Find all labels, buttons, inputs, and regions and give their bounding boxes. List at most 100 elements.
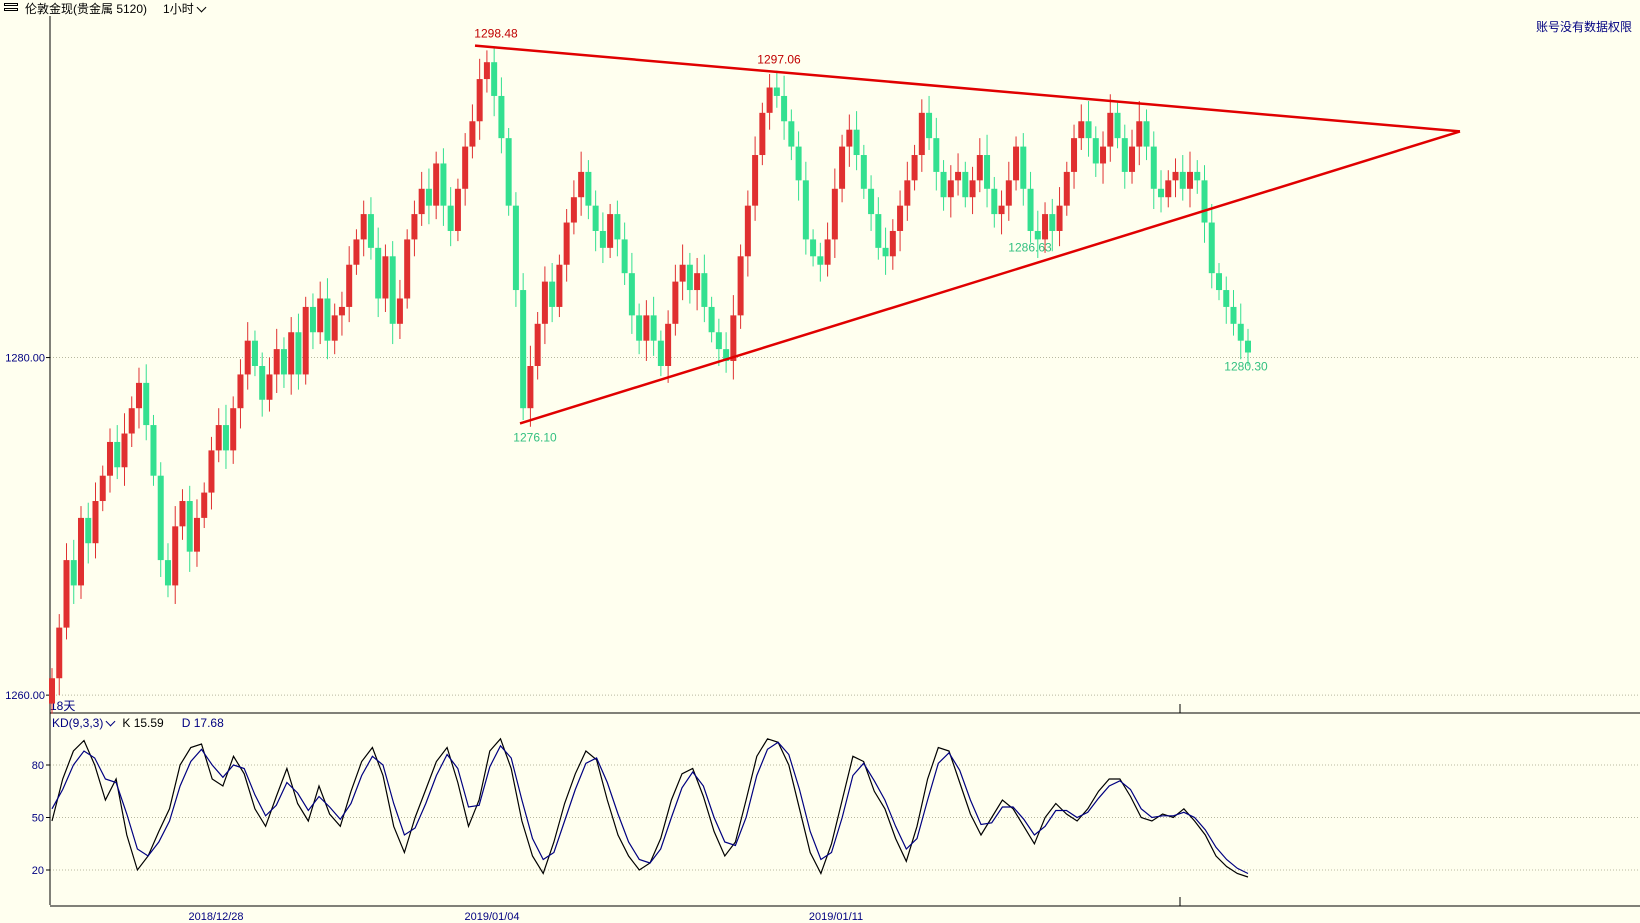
candle-body (889, 230, 896, 257)
candle-body (491, 62, 498, 96)
candle-body (1100, 146, 1107, 164)
candle-body (244, 340, 251, 375)
candle-body (1208, 222, 1215, 274)
candle-body (810, 239, 817, 257)
candle-body (650, 315, 657, 341)
instrument-name: 伦敦金现(贵金属 5120) (25, 1, 148, 16)
kd-tick-label: 80 (32, 760, 44, 772)
candle-body (1020, 146, 1027, 189)
candle-body (251, 340, 258, 366)
candle-body (512, 205, 519, 291)
candle-body (1107, 112, 1114, 147)
candle-body (781, 95, 788, 122)
menu-icon[interactable] (4, 3, 20, 13)
candle-body (63, 560, 70, 628)
candle-body (570, 197, 577, 223)
candle-body (259, 366, 266, 400)
candle-body (1063, 171, 1070, 206)
candle-body (462, 146, 469, 189)
candle-body (433, 163, 440, 206)
candle-body (128, 408, 135, 434)
candle-body (1078, 121, 1085, 139)
x-tick-label: 2018/12/28 (188, 911, 243, 923)
candle-body (868, 188, 875, 215)
period-label: 1小时 (163, 1, 194, 16)
candle-body (578, 171, 585, 198)
candle-body (933, 138, 940, 172)
candle-body (737, 256, 744, 316)
kd-lines (51, 737, 1249, 878)
candle-body (643, 315, 650, 341)
candle-body (1143, 121, 1150, 147)
candle-body (273, 349, 280, 375)
candle-body (520, 290, 527, 409)
candle-body (636, 315, 643, 341)
candle-body (396, 298, 403, 324)
candle-body (657, 340, 664, 366)
candle-body (302, 306, 309, 375)
candle-body (1237, 323, 1244, 341)
candle-body (106, 441, 113, 476)
candle-body (389, 256, 396, 324)
price-annotation: 1286.63 (1008, 241, 1052, 255)
lower-trendline (519, 130, 1461, 425)
candle-body (875, 214, 882, 248)
candle-body (752, 155, 759, 206)
candle-body (795, 146, 802, 181)
axes: 1280.00 1260.00 80 50 20 2018/12/28 2019/01/04… (5, 16, 1640, 923)
price-tick-label: 1280.00 (5, 353, 45, 365)
candle-body (280, 349, 287, 375)
candle-body (164, 560, 171, 586)
d-value: D 17.68 (181, 716, 224, 730)
x-tick-label: 2019/01/04 (464, 911, 519, 923)
candle-body (404, 239, 411, 299)
candle-body (49, 678, 55, 704)
candle-body (382, 256, 389, 299)
candle-body (766, 87, 773, 113)
candle-body (628, 273, 635, 316)
candle-body (1158, 188, 1165, 198)
candle-body (911, 155, 918, 181)
candle-body (1230, 306, 1237, 324)
candle-body (817, 256, 824, 265)
candle-body (621, 239, 628, 274)
candle-body (955, 171, 962, 181)
candle-body (715, 332, 722, 350)
candle-body (1013, 146, 1020, 181)
candle-body (839, 146, 846, 189)
candle-body (1179, 171, 1186, 189)
candle-body (353, 239, 360, 265)
candle-body (549, 281, 556, 307)
candle-body (846, 129, 853, 147)
kd-indicator-name: KD(9,3,3) (52, 716, 104, 730)
candle-body (266, 374, 273, 400)
candle-body (505, 138, 512, 206)
candle-body (150, 425, 157, 476)
candle-body (1150, 146, 1157, 189)
candle-body (614, 214, 621, 240)
candle-body (425, 188, 432, 206)
candle-body (679, 264, 686, 282)
candle-body (230, 408, 237, 451)
candle-body (563, 222, 570, 265)
kd-indicator-dropdown[interactable]: KD(9,3,3) (52, 716, 116, 730)
candle-body (208, 450, 215, 493)
kd-tick-label: 20 (32, 865, 44, 877)
candle-body (483, 62, 490, 80)
candle-body (324, 298, 331, 341)
candle-body (527, 366, 534, 409)
candle-body (440, 163, 447, 206)
candle-body (665, 323, 672, 366)
k-line (51, 737, 1249, 878)
candle-body (947, 180, 954, 198)
candle-body (157, 475, 164, 561)
price-tick-label: 1260.00 (5, 690, 45, 702)
candle-body (918, 112, 925, 156)
candle-body (295, 332, 302, 375)
candle-body (476, 79, 483, 122)
period-dropdown[interactable]: 1小时 (163, 0, 207, 17)
candle-body (853, 129, 860, 156)
candle-body (969, 180, 976, 198)
candle-body (1194, 171, 1201, 181)
